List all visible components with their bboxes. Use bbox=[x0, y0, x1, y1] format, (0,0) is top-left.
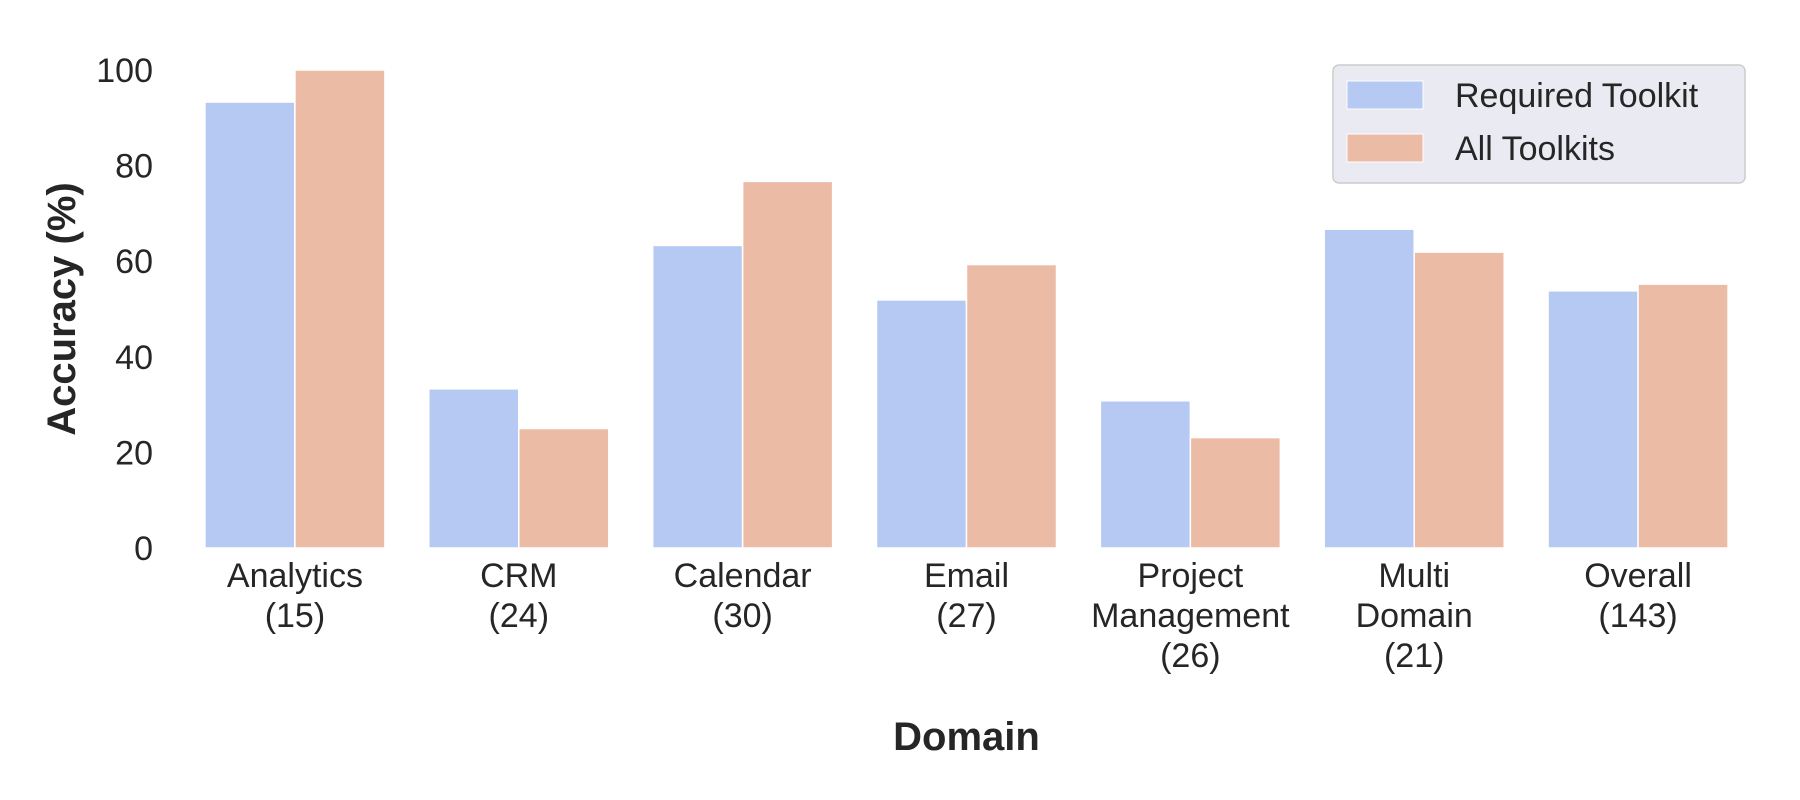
x-tick-label: Analytics (15) bbox=[227, 557, 363, 635]
x-axis-title: Domain bbox=[893, 715, 1040, 759]
y-axis-title: Accuracy (%) bbox=[40, 182, 84, 435]
y-tick-label: 80 bbox=[115, 148, 153, 186]
x-tick-label-line: Overall bbox=[1584, 557, 1692, 595]
x-tick-label: Calendar (30) bbox=[674, 557, 812, 635]
x-tick-label: CRM (24) bbox=[480, 557, 557, 635]
x-tick-label-line: Email bbox=[924, 557, 1009, 595]
y-tick-label: 100 bbox=[96, 52, 153, 90]
bar bbox=[1413, 251, 1505, 549]
bar bbox=[1637, 283, 1729, 549]
bar bbox=[1547, 290, 1639, 549]
bar bbox=[1323, 228, 1415, 549]
x-tick-label-line: (143) bbox=[1598, 597, 1677, 635]
bar bbox=[1189, 436, 1282, 549]
bar bbox=[428, 388, 520, 549]
legend: Required Toolkit All Toolkits bbox=[1332, 64, 1746, 184]
y-axis-ticks: 0 20 40 60 80 100 bbox=[96, 52, 153, 568]
bar bbox=[294, 69, 386, 549]
x-tick-label: Project Management (26) bbox=[1091, 557, 1290, 675]
bar bbox=[875, 299, 968, 549]
x-tick-label-line: Management bbox=[1091, 597, 1290, 635]
y-tick-label: 0 bbox=[134, 530, 153, 568]
x-tick-label-line: (27) bbox=[936, 597, 996, 635]
x-axis-ticks: Analytics (15) CRM (24) Calendar (30) Email (27… bbox=[227, 557, 1692, 675]
x-tick-label: Overall (143) bbox=[1584, 557, 1692, 635]
x-tick-label: Email (27) bbox=[924, 557, 1009, 635]
y-tick-label: 20 bbox=[115, 434, 153, 472]
legend-swatch bbox=[1346, 133, 1424, 163]
x-tick-label-line: Project bbox=[1137, 557, 1243, 595]
x-tick-label: Multi Domain (21) bbox=[1356, 557, 1473, 675]
bar bbox=[965, 263, 1058, 549]
y-tick-label: 60 bbox=[115, 243, 153, 281]
x-tick-label-line: CRM bbox=[480, 557, 557, 595]
x-tick-label-line: (24) bbox=[489, 597, 549, 635]
x-tick-label-line: Domain bbox=[1356, 597, 1473, 635]
bar bbox=[204, 101, 296, 549]
x-tick-label-line: (30) bbox=[712, 597, 772, 635]
bar bbox=[518, 427, 610, 549]
x-tick-label-line: (26) bbox=[1160, 637, 1220, 675]
x-tick-label-line: Calendar bbox=[674, 557, 812, 595]
legend-label: All Toolkits bbox=[1455, 130, 1615, 168]
x-tick-label-line: (21) bbox=[1384, 637, 1444, 675]
bar-group bbox=[204, 69, 1729, 549]
legend-box bbox=[1332, 64, 1746, 184]
bar bbox=[1099, 400, 1192, 549]
x-tick-label-line: Analytics bbox=[227, 557, 363, 595]
bar bbox=[741, 180, 834, 549]
bar bbox=[651, 244, 744, 549]
legend-label: Required Toolkit bbox=[1455, 77, 1699, 115]
legend-swatch bbox=[1346, 80, 1424, 110]
x-tick-label-line: Multi bbox=[1378, 557, 1450, 595]
x-tick-label-line: (15) bbox=[265, 597, 325, 635]
y-tick-label: 40 bbox=[115, 339, 153, 377]
